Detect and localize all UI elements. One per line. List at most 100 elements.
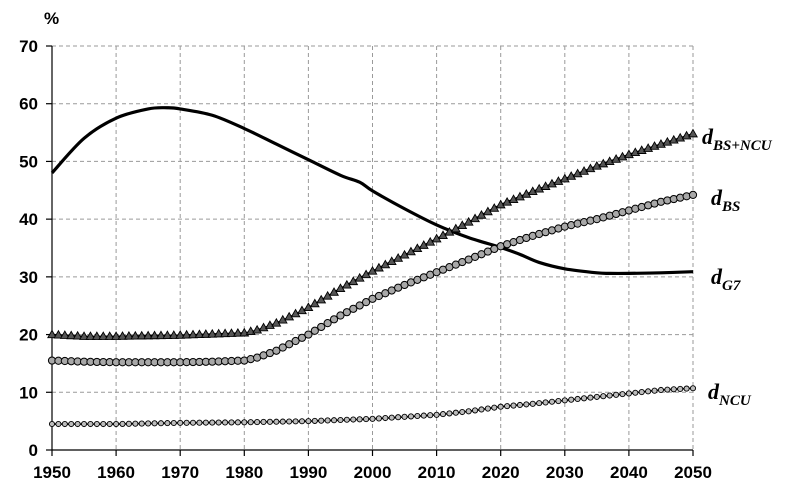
data-point-circle (407, 413, 415, 420)
data-point-triangle (553, 176, 564, 185)
data-point-triangle (91, 331, 102, 340)
data-point-triangle (579, 166, 590, 175)
data-point-triangle (502, 196, 513, 206)
data-point-circle (93, 420, 100, 428)
data-point-circle (234, 419, 241, 426)
data-point-triangle (117, 331, 128, 340)
data-point-circle (297, 333, 307, 342)
data-point-circle (401, 413, 408, 420)
x-tick-label: 1980 (225, 463, 263, 482)
data-point-circle (119, 420, 126, 427)
data-point-circle (292, 418, 299, 425)
data-point-triangle (585, 163, 596, 173)
data-point-circle (542, 399, 549, 406)
data-point-circle (427, 412, 434, 419)
data-point-triangle (53, 329, 64, 339)
series-layer (47, 106, 698, 428)
data-point-triangle (220, 328, 231, 338)
data-point-circle (361, 298, 371, 307)
series-labels: dG7 dBS+NCU dBS dNCU (702, 124, 773, 409)
data-point-circle (329, 315, 339, 324)
data-point-triangle (547, 178, 557, 188)
data-point-circle (593, 393, 600, 400)
data-point-circle (266, 418, 273, 425)
data-point-circle (349, 304, 358, 313)
data-point-triangle (111, 331, 122, 340)
data-point-circle (465, 408, 472, 415)
data-point-triangle (508, 194, 519, 204)
data-point-circle (638, 389, 645, 396)
data-point-triangle (226, 328, 237, 337)
x-tick-label: 2010 (418, 463, 456, 482)
data-point-circle (645, 388, 652, 395)
data-point-circle (510, 402, 517, 409)
series-line (50, 106, 694, 276)
data-point-circle (664, 386, 671, 393)
data-point-circle (651, 387, 658, 394)
data-point-triangle (155, 330, 166, 340)
data-point-circle (548, 398, 556, 405)
y-tick-label: 0 (29, 441, 38, 460)
data-point-circle (254, 419, 261, 426)
y-tick-label: 10 (19, 383, 38, 402)
data-point-circle (196, 419, 203, 426)
data-point-circle (459, 408, 466, 416)
y-tick-label: 60 (19, 95, 38, 114)
data-point-triangle (598, 158, 609, 168)
data-point-circle (298, 418, 306, 425)
data-point-triangle (181, 329, 192, 339)
data-point-circle (81, 420, 88, 428)
data-point-circle (484, 405, 491, 412)
data-point-triangle (79, 331, 90, 340)
data-point-circle (106, 420, 113, 428)
data-point-triangle (534, 183, 545, 193)
data-point-circle (228, 419, 235, 426)
data-point-circle (375, 415, 382, 422)
data-point-circle (355, 301, 364, 310)
data-point-circle (657, 386, 665, 394)
data-point-circle (574, 395, 581, 403)
data-point-circle (177, 419, 184, 426)
x-tick-label: 1970 (161, 463, 199, 482)
data-point-circle (683, 385, 690, 392)
data-point-triangle (85, 331, 96, 340)
data-point-triangle (130, 330, 141, 340)
data-point-circle (323, 319, 332, 328)
data-point-circle (273, 418, 280, 425)
series-dG7 (50, 106, 694, 276)
data-point-circle (478, 406, 485, 413)
x-tick-label: 1990 (289, 463, 327, 482)
data-point-triangle (264, 320, 275, 329)
data-point-circle (113, 420, 120, 428)
data-point-triangle (559, 173, 570, 183)
data-point-triangle (232, 327, 243, 337)
data-point-triangle (149, 330, 160, 340)
grid-layer (52, 45, 694, 450)
data-point-circle (446, 410, 453, 417)
x-tick-label: 2000 (354, 463, 392, 482)
data-point-circle (516, 401, 523, 409)
series-dBS+NCU (47, 128, 698, 340)
data-point-circle (125, 420, 132, 427)
data-point-triangle (66, 330, 77, 340)
data-point-triangle (104, 331, 115, 340)
data-point-circle (317, 322, 326, 332)
data-point-circle (164, 420, 171, 427)
data-point-triangle (688, 128, 698, 138)
data-point-triangle (495, 199, 506, 209)
y-tick-label: 30 (19, 268, 38, 287)
data-point-circle (189, 419, 197, 426)
data-point-circle (619, 391, 626, 398)
data-point-circle (350, 416, 357, 423)
data-point-circle (55, 420, 62, 428)
data-point-circle (497, 403, 504, 410)
data-point-triangle (175, 330, 186, 339)
data-point-triangle (252, 324, 263, 334)
data-point-circle (278, 343, 287, 352)
x-tick-label: 2040 (610, 463, 648, 482)
data-point-circle (336, 311, 345, 320)
data-point-triangle (188, 329, 198, 339)
data-point-triangle (540, 181, 551, 190)
